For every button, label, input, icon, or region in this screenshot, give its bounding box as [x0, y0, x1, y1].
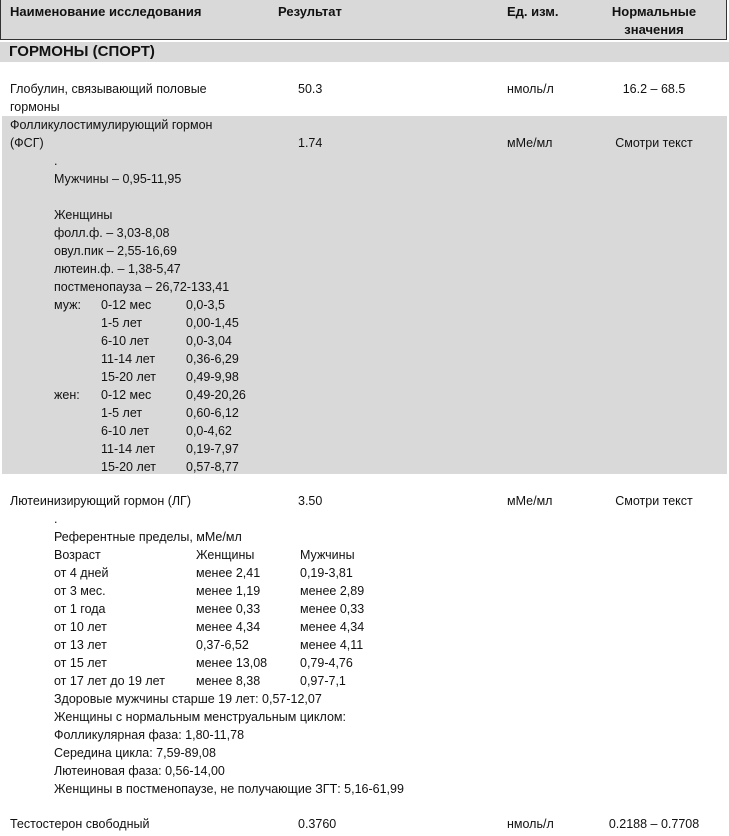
- age-table-cell: от 10 лет: [54, 620, 107, 634]
- age-table-cell: 0,0-3,04: [186, 334, 232, 348]
- age-table-cell: менее 0,33: [300, 602, 365, 616]
- age-table-cell: от 17 лет до 19 лет: [54, 674, 165, 688]
- age-table-cell: менее 2,41: [196, 566, 261, 580]
- reference-note: Фолликулярная фаза: 1,80-11,78: [54, 728, 245, 742]
- reference-note: Женщины в постменопаузе, не получающие З…: [54, 782, 404, 796]
- header-name: Наименование исследования: [10, 4, 202, 19]
- normal-range: 0.2188 – 0.7708: [608, 817, 700, 831]
- age-table-cell: от 15 лет: [54, 656, 107, 670]
- age-table-cell: 1-5 лет: [101, 316, 143, 330]
- age-table-cell: 0,97-7,1: [300, 674, 346, 688]
- header-units: Ед. изм.: [507, 4, 559, 19]
- units: нмоль/л: [507, 82, 554, 96]
- age-table-cell: 0,49-20,26: [186, 388, 246, 402]
- reference-note: Референтные пределы, мМе/мл: [54, 530, 242, 544]
- reference-note: Женщины с нормальным менструальным цикло…: [54, 710, 346, 724]
- age-table-cell: 6-10 лет: [101, 334, 150, 348]
- age-table-cell: 6-10 лет: [101, 424, 150, 438]
- row-band-fsh: [2, 116, 727, 474]
- table-header: Наименование исследования Результат Ед. …: [0, 0, 727, 40]
- reference-note: фолл.ф. – 3,03-8,08: [54, 226, 170, 240]
- reference-note: Мужчины – 0,95-11,95: [54, 172, 182, 186]
- result-value: 1.74: [298, 136, 323, 150]
- age-table-cell: 0,00-1,45: [186, 316, 239, 330]
- units: нмоль/л: [507, 817, 554, 831]
- age-table-cell: 0,37-6,52: [196, 638, 249, 652]
- reference-note: постменопауза – 26,72-133,41: [54, 280, 230, 294]
- age-table-cell: 0,36-6,29: [186, 352, 239, 366]
- age-table-cell: менее 2,89: [300, 584, 365, 598]
- units: мМе/мл: [507, 494, 553, 508]
- age-table-cell: 1-5 лет: [101, 406, 143, 420]
- age-table-cell: 0-12 мес: [101, 388, 152, 402]
- test-name: Глобулин, связывающий половые: [10, 82, 207, 96]
- age-table-cell: 0,60-6,12: [186, 406, 239, 420]
- age-table-cell: менее 4,34: [300, 620, 365, 634]
- reference-note: овул.пик – 2,55-16,69: [54, 244, 177, 258]
- section-heading: ГОРМОНЫ (СПОРТ): [0, 42, 729, 62]
- age-table-cell: 15-20 лет: [101, 460, 156, 474]
- reference-note: Женщины: [54, 208, 113, 222]
- test-name: Лютеинизирующий гормон (ЛГ): [10, 494, 191, 508]
- age-table-cell: 0,19-7,97: [186, 442, 239, 456]
- test-name-cont: гормоны: [10, 100, 60, 114]
- age-table-cell: 0-12 мес: [101, 298, 152, 312]
- reference-note: Здоровые мужчины старше 19 лет: 0,57-12,…: [54, 692, 322, 706]
- result-value: 50.3: [298, 82, 323, 96]
- age-table-cell: 0,19-3,81: [300, 566, 353, 580]
- age-table-cell: менее 13,08: [196, 656, 268, 670]
- age-table-cell: менее 0,33: [196, 602, 261, 616]
- normal-range: Смотри текст: [615, 136, 693, 150]
- age-table-cell: жен:: [54, 388, 80, 402]
- section-title: ГОРМОНЫ (СПОРТ): [9, 43, 155, 60]
- age-table-cell: от 1 года: [54, 602, 106, 616]
- age-table-cell: 0,49-9,98: [186, 370, 239, 384]
- age-table-cell: Возраст: [54, 548, 101, 562]
- age-table-cell: от 13 лет: [54, 638, 107, 652]
- age-table-cell: менее 4,11: [300, 638, 364, 652]
- age-table-cell: от 3 мес.: [54, 584, 106, 598]
- age-table-cell: 0,57-8,77: [186, 460, 239, 474]
- header-result: Результат: [278, 4, 342, 19]
- reference-note: лютеин.ф. – 1,38-5,47: [54, 262, 181, 276]
- normal-range: Смотри текст: [615, 494, 693, 508]
- test-name: Фолликулостимулирующий гормон: [10, 118, 213, 132]
- age-table-cell: муж:: [54, 298, 81, 312]
- age-table-cell: 15-20 лет: [101, 370, 156, 384]
- test-name-cont: (ФСГ): [10, 136, 44, 150]
- age-table-cell: менее 8,38: [196, 674, 261, 688]
- age-table-cell: менее 1,19: [196, 584, 261, 598]
- age-table-cell: 0,79-4,76: [300, 656, 353, 670]
- age-table-cell: 11-14 лет: [101, 442, 156, 456]
- reference-note: Середина цикла: 7,59-89,08: [54, 746, 216, 760]
- age-table-cell: Женщины: [196, 548, 255, 562]
- result-value: 3.50: [298, 494, 323, 508]
- age-table-cell: 0,0-4,62: [186, 424, 232, 438]
- units: мМе/мл: [507, 136, 553, 150]
- age-table-cell: 0,0-3,5: [186, 298, 225, 312]
- header-normal-2: значения: [624, 22, 684, 37]
- age-table-cell: Мужчины: [300, 548, 355, 562]
- normal-range: 16.2 – 68.5: [622, 82, 686, 96]
- reference-note: .: [54, 512, 58, 526]
- reference-note: .: [54, 154, 58, 168]
- age-table-cell: менее 4,34: [196, 620, 261, 634]
- age-table-cell: 11-14 лет: [101, 352, 156, 366]
- header-normal-1: Нормальные: [611, 4, 697, 19]
- reference-note: Лютеиновая фаза: 0,56-14,00: [54, 764, 225, 778]
- result-value: 0.3760: [298, 817, 337, 831]
- test-name: Тестостерон свободный: [10, 817, 150, 831]
- age-table-cell: от 4 дней: [54, 566, 109, 580]
